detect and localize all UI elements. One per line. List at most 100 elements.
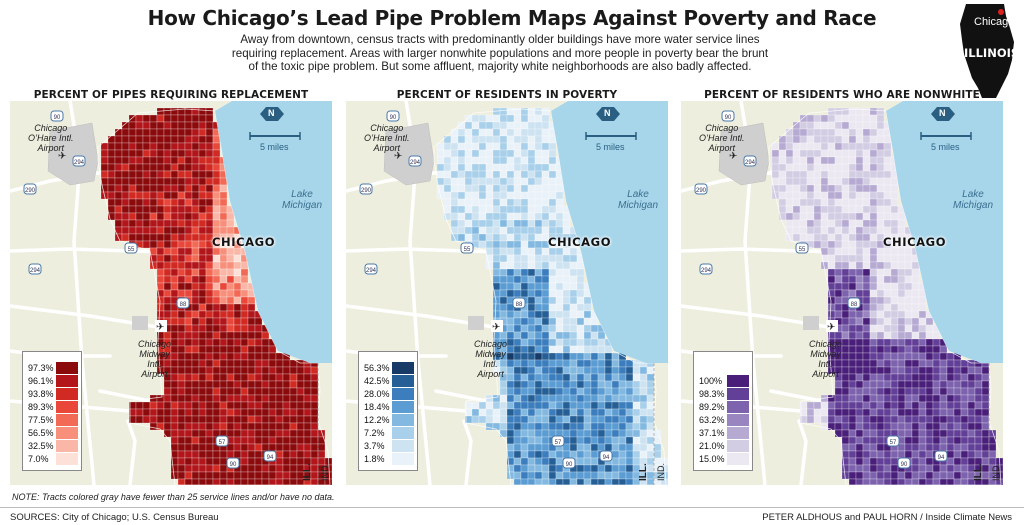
legend-label: 21.0% [699,441,725,451]
svg-text:57: 57 [555,440,562,446]
footnote: NOTE: Tracts colored gray have fewer tha… [12,492,335,502]
legend-label: 89.3% [28,402,54,412]
svg-text:90: 90 [725,115,732,121]
midway-label-line: Chicago [474,339,508,349]
svg-text:88: 88 [180,302,187,308]
ohare-airport-label: Chicago O’Hare Intl. Airport [699,123,745,153]
legend-swatch [727,414,749,426]
svg-text:94: 94 [267,455,274,461]
legend-swatch [392,440,414,452]
panel-title-poverty: PERCENT OF RESIDENTS IN POVERTY [396,89,618,101]
legend-label: 7.2% [364,428,385,438]
legend-label: 1.8% [364,454,385,464]
legend-swatch [727,440,749,452]
svg-text:55: 55 [128,247,135,253]
legend-label: 7.0% [28,454,49,464]
legend-swatch [727,401,749,413]
illinois-state-label: ILL. [638,463,649,481]
credit: PETER ALDHOUS and PAUL HORN / Inside Cli… [762,512,1012,523]
map-poverty: 90 294 290 55 88 294 57 94 90 ✈ ✈ Chicago O’Hare Int… [346,101,668,485]
svg-text:294: 294 [30,268,41,274]
legend-swatch [392,401,414,413]
svg-text:90: 90 [901,462,908,468]
panel-title-pipes: PERCENT OF PIPES REQUIRING REPLACEMENT [33,89,309,101]
ohare-label-line: O’Hare Intl. [28,133,74,143]
ohare-label-line: Chicago [370,123,404,133]
ohare-label-line: Airport [373,143,401,153]
svg-text:294: 294 [701,268,712,274]
midway-label-line: Intl. [818,359,833,369]
svg-text:55: 55 [799,247,806,253]
legend-label: 56.3% [364,363,390,373]
legend-label: 100% [699,376,723,386]
legend-label: 12.2% [364,415,390,425]
svg-text:57: 57 [219,440,226,446]
illinois-inset-map: Chicago ILLINOIS [952,2,1022,100]
legend-swatch [56,388,78,400]
legend-swatch [727,375,749,387]
midway-airport-label: Chicago Midway Intl. Airport [138,339,171,379]
svg-text:✈: ✈ [394,151,402,162]
map-legend: 100% 98.3% 89.2% 63.2% 37.1% 21.0% 15.0% [693,351,753,471]
legend-label: 56.5% [28,428,54,438]
legend-label: 77.5% [28,415,54,425]
svg-text:90: 90 [230,462,237,468]
indiana-state-label: IND. [991,463,1001,481]
inset-city-label: Chicago [974,16,1015,28]
legend-swatch [56,414,78,426]
sources: SOURCES: City of Chicago; U.S. Census Bu… [10,512,219,523]
svg-text:294: 294 [410,160,421,166]
legend-label: 37.1% [699,428,725,438]
midway-label-line: Midway [139,349,170,359]
legend-swatch [56,362,78,374]
midway-label-line: Chicago [138,339,172,349]
svg-text:294: 294 [366,268,377,274]
svg-text:94: 94 [603,455,610,461]
legend-swatch [56,427,78,439]
ohare-label-line: Chicago [705,123,739,133]
lake-label-line: Michigan [618,200,659,211]
legend-label: 42.5% [364,376,390,386]
legend-label: 97.3% [28,363,54,373]
map-nonwhite: 90 294 290 55 88 294 57 94 90 ✈ ✈ Chicago O’Hare Int… [681,101,1003,485]
north-arrow-label: N [604,108,611,118]
ohare-label-line: Airport [37,143,65,153]
city-label: CHICAGO [548,235,612,249]
inset-state-label: ILLINOIS [964,46,1020,60]
footer-divider [0,507,1024,508]
legend-label: 28.0% [364,389,390,399]
svg-text:290: 290 [361,188,372,194]
lake-michigan-label: Lake Michigan [953,189,993,211]
legend-label: 63.2% [699,415,725,425]
legend-swatch [392,453,414,465]
ohare-airport-label: Chicago O’Hare Intl. Airport [364,123,410,153]
legend-swatch [392,414,414,426]
legend-swatch [392,388,414,400]
page-subtitle: Away from downtown, census tracts with p… [210,33,790,74]
midway-label-line: Intl. [483,359,498,369]
subtitle-line: Away from downtown, census tracts with p… [240,33,760,46]
legend-label: 89.2% [699,402,725,412]
legend-swatch [392,375,414,387]
ohare-label-line: O’Hare Intl. [699,133,745,143]
midway-label-line: Midway [475,349,506,359]
legend-label: 98.3% [699,389,725,399]
map-legend: 97.3% 96.1% 93.8% 89.3% 77.5% 56.5% 32.5% 7.0% [22,351,82,471]
midway-label-line: Midway [810,349,841,359]
svg-text:57: 57 [890,440,897,446]
indiana-state-label: IND. [320,463,330,481]
svg-text:✈: ✈ [156,322,164,333]
north-arrow-label: N [939,108,946,118]
legend-label: 18.4% [364,402,390,412]
midway-label-line: Chicago [809,339,843,349]
ohare-airport-label: Chicago O’Hare Intl. Airport [28,123,74,153]
svg-text:✈: ✈ [827,322,835,333]
illinois-state-label: ILL. [973,463,984,481]
legend-swatch [727,427,749,439]
scale-label: 5 miles [931,142,960,152]
midway-label-line: Airport [141,369,168,379]
svg-text:✈: ✈ [492,322,500,333]
legend-swatch [56,453,78,465]
legend-label: 15.0% [699,454,725,464]
indiana-state-label: IND. [656,463,666,481]
